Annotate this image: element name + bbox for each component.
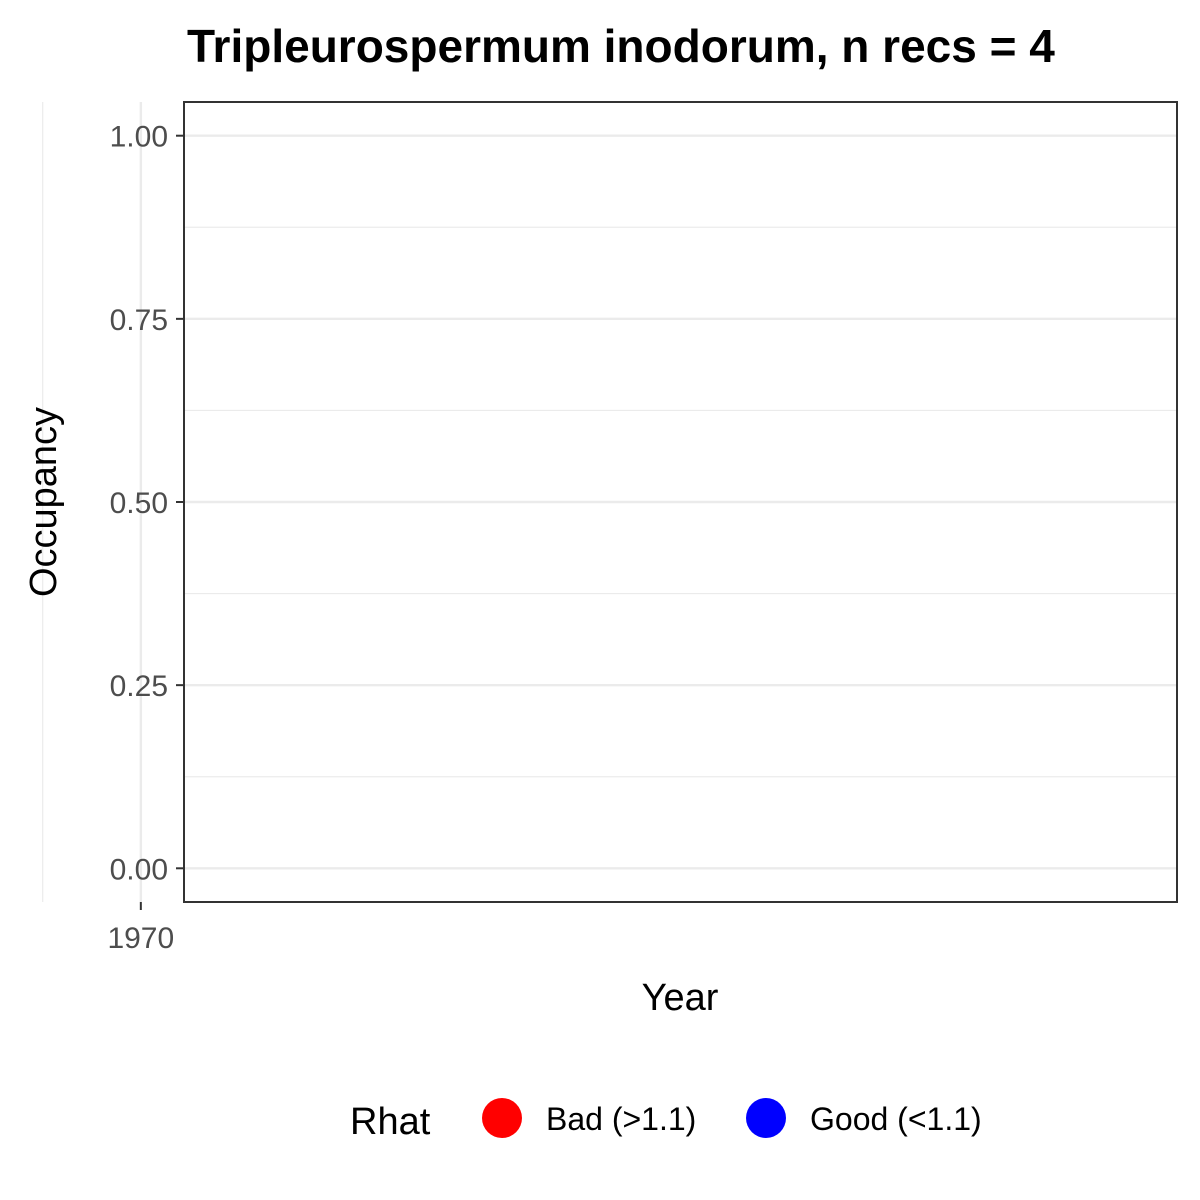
y-tick-label: 0.25 (110, 670, 168, 703)
x-tick-label: 1970 (107, 922, 174, 955)
occupancy-point-bad (6, 840, 40, 874)
legend-key-good (746, 1098, 786, 1138)
legend: Rhat Bad (>1.1) Good (<1.1) (350, 1098, 982, 1143)
occupancy-point-bad (0, 839, 1, 873)
grid-major (139, 102, 1177, 902)
occupancy-point-bad (45, 840, 79, 874)
legend-key-bad (482, 1098, 522, 1138)
y-axis-title: Occupancy (23, 407, 65, 597)
grid-minor (42, 102, 1177, 902)
y-tick-label: 0.50 (110, 487, 168, 520)
occupancy-point-bad (65, 840, 99, 874)
legend-title: Rhat (350, 1101, 431, 1143)
y-axis: 0.00 0.25 0.50 0.75 1.00 (110, 121, 184, 886)
legend-label-bad: Bad (>1.1) (546, 1101, 696, 1137)
legend-label-good: Good (<1.1) (810, 1101, 982, 1137)
x-axis-title: Year (642, 977, 719, 1019)
occupancy-point-bad (0, 840, 20, 874)
y-tick-label: 1.00 (110, 121, 168, 154)
x-axis: 19701980199020002010 (107, 902, 174, 955)
credible-interval-band (0, 721, 141, 866)
y-tick-label: 0.75 (110, 304, 168, 337)
chart-title: Tripleurospermum inodorum, n recs = 4 (187, 20, 1055, 72)
y-tick-label: 0.00 (110, 853, 168, 886)
records-layer (0, 130, 48, 141)
